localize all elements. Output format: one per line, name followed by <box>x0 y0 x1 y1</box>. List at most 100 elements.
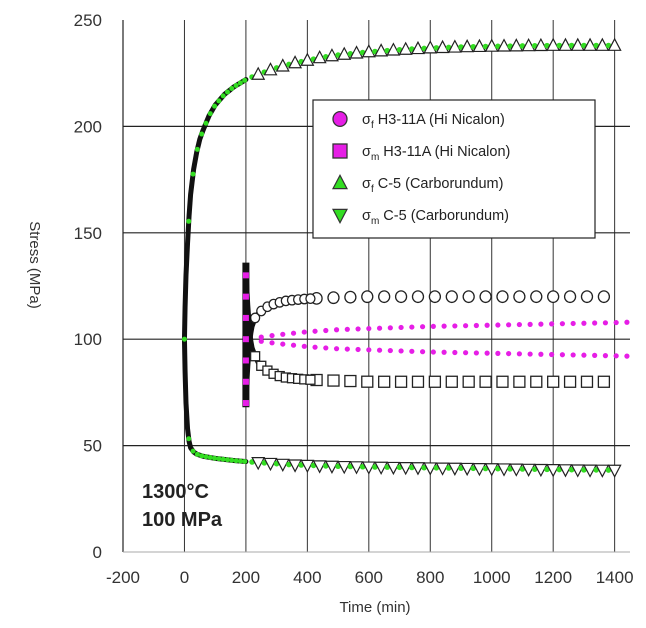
data-point <box>237 80 243 86</box>
data-point <box>410 40 425 55</box>
data-point <box>333 327 340 333</box>
x-tick-label: 1200 <box>534 568 572 587</box>
data-point <box>344 346 350 352</box>
data-point <box>521 37 536 52</box>
annotation-temperature: 1300°C <box>142 481 209 503</box>
x-axis-label: Time (min) <box>339 599 410 616</box>
data-point <box>249 351 261 362</box>
data-point <box>547 290 560 304</box>
data-point <box>216 456 222 462</box>
data-point <box>242 336 249 343</box>
data-point <box>484 38 499 52</box>
data-point <box>496 290 509 304</box>
data-point <box>570 37 585 51</box>
series-3 <box>181 336 622 478</box>
data-point <box>190 171 196 177</box>
legend-label: σf C-5 (Carborundum) <box>362 176 503 195</box>
annotation-stress: 100 MPa <box>142 509 223 531</box>
data-point <box>546 37 561 51</box>
y-tick-label: 0 <box>93 543 102 562</box>
data-point <box>428 290 442 304</box>
data-point <box>349 461 364 475</box>
data-point <box>394 290 408 304</box>
data-point <box>592 320 598 326</box>
data-point <box>344 290 357 304</box>
data-point <box>409 348 415 354</box>
data-point <box>441 349 447 355</box>
data-point <box>462 290 475 304</box>
data-point <box>242 314 249 321</box>
data-point <box>516 321 522 328</box>
data-point <box>251 457 266 471</box>
data-point <box>549 321 555 327</box>
data-point <box>624 353 630 359</box>
data-point <box>288 55 303 69</box>
data-point <box>538 351 544 357</box>
x-tick-label: 600 <box>355 568 383 587</box>
data-point <box>288 459 303 473</box>
series-transient <box>243 266 317 383</box>
data-point <box>398 324 404 331</box>
data-point <box>533 463 548 478</box>
data-point <box>387 325 393 331</box>
y-tick-label: 150 <box>74 224 102 243</box>
data-point <box>592 352 598 358</box>
data-point <box>581 352 587 358</box>
data-point <box>263 457 278 472</box>
data-point <box>194 451 200 457</box>
x-tick-label: -200 <box>106 568 140 587</box>
data-point <box>207 455 213 461</box>
data-point <box>496 375 509 388</box>
data-point <box>435 39 450 54</box>
data-point <box>361 461 376 475</box>
data-point <box>269 340 275 346</box>
data-point <box>378 290 391 304</box>
data-point <box>327 291 340 305</box>
data-point <box>602 320 609 326</box>
data-point <box>355 326 361 332</box>
data-point <box>224 457 230 463</box>
data-point <box>361 44 376 58</box>
data-point <box>411 375 425 388</box>
data-point <box>361 375 374 388</box>
data-point <box>242 378 249 385</box>
data-point <box>324 48 339 62</box>
x-tick-label: 400 <box>293 568 321 587</box>
data-point <box>473 350 479 356</box>
data-point <box>242 293 249 300</box>
data-point <box>300 52 315 66</box>
data-point <box>387 347 393 354</box>
data-point <box>233 83 239 89</box>
data-point <box>181 336 187 342</box>
data-point <box>495 350 501 356</box>
data-point <box>530 375 543 388</box>
data-point <box>344 374 357 388</box>
data-point <box>538 321 544 327</box>
data-point <box>506 350 512 357</box>
legend-marker <box>332 143 348 159</box>
x-tick-label: 0 <box>180 568 189 587</box>
x-tick-label: 200 <box>232 568 260 587</box>
data-point <box>563 290 577 304</box>
legend: σf H3-11A (Hi Nicalon) σm H3-11A (Hi Nicalo… <box>312 99 596 239</box>
data-point <box>229 457 235 463</box>
data-point <box>445 375 458 388</box>
y-axis-label: Stress (MPa) <box>26 221 43 309</box>
data-point <box>376 347 383 353</box>
data-point <box>275 458 290 473</box>
data-point <box>394 375 408 388</box>
data-point <box>333 346 340 352</box>
data-point <box>355 346 361 353</box>
data-point <box>435 462 450 476</box>
legend-box <box>312 99 596 239</box>
data-point <box>280 331 286 337</box>
data-point <box>229 86 235 92</box>
data-point <box>452 323 458 329</box>
data-point <box>595 37 610 51</box>
data-point <box>258 334 264 340</box>
data-point <box>570 320 576 327</box>
data-point <box>419 349 426 355</box>
data-point <box>423 40 438 54</box>
data-point <box>216 98 222 104</box>
data-point <box>312 460 327 474</box>
